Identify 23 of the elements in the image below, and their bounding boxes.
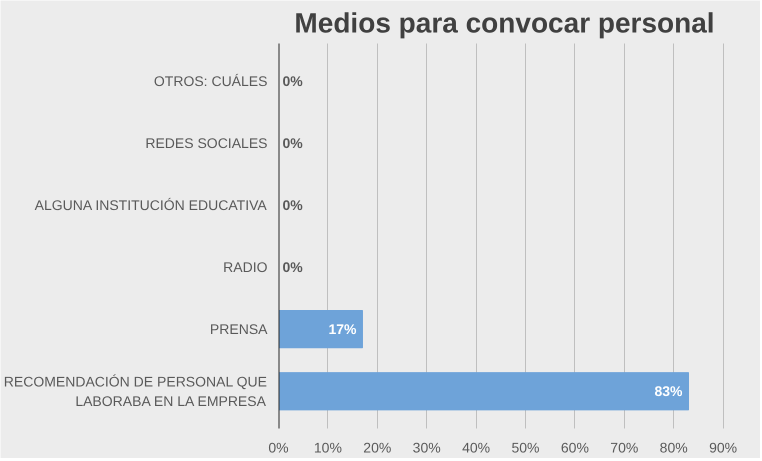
y-tick-label: RECOMENDACIÓN DE PERSONAL QUE LABORABA EN LA EMPRESA — [4, 374, 267, 409]
y-tick-label: ALGUNA INSTITUCIÓN EDUCATIVA — [34, 196, 268, 213]
x-tick-label: 20% — [363, 440, 392, 456]
x-tick-label: 80% — [660, 440, 688, 456]
data-label: 83% — [654, 383, 684, 400]
y-tick-label: REDES SOCIALES — [145, 134, 268, 151]
x-tick-label: 90% — [709, 440, 738, 456]
x-tick-label: 0% — [268, 440, 289, 456]
data-label: 17% — [328, 321, 358, 338]
y-tick-label: OTROS: CUÁLES — [154, 72, 268, 89]
x-tick-label: 40% — [462, 440, 490, 456]
x-tick-label: 30% — [412, 440, 441, 456]
x-tick-label: 50% — [511, 440, 540, 456]
data-label: 0% — [282, 196, 304, 213]
x-tick-label: 10% — [314, 440, 342, 456]
chart-title: Medios para convocar personal — [294, 8, 715, 38]
y-tick-label: RADIO — [223, 259, 268, 276]
x-tick-label: 70% — [610, 440, 638, 456]
y-tick-label: PRENSA — [210, 321, 268, 338]
x-tick-label: 60% — [560, 440, 589, 456]
data-label: 0% — [282, 259, 304, 276]
data-label: 0% — [282, 72, 304, 89]
data-label: 0% — [282, 134, 304, 151]
